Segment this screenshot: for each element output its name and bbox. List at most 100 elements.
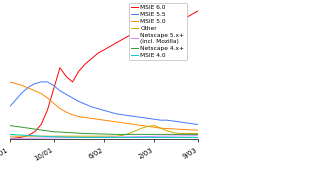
Other xyxy=(159,127,163,129)
MSIE 6.0 xyxy=(146,24,150,26)
MSIE 4.0 xyxy=(102,136,106,138)
MSIE 4.0 xyxy=(33,135,37,137)
Netscape 4.x+ xyxy=(14,125,18,127)
MSIE 4.0 xyxy=(90,136,93,138)
MSIE 6.0 xyxy=(133,31,137,33)
MSIE 5.0 xyxy=(45,97,49,99)
MSIE 4.0 xyxy=(108,136,112,138)
Netscape 4.x+ xyxy=(127,133,131,135)
MSIE 5.0 xyxy=(96,118,100,120)
MSIE 5.5 xyxy=(108,111,112,113)
MSIE 4.0 xyxy=(71,136,75,138)
Line: Other: Other xyxy=(10,125,198,136)
Netscape 4.x+ xyxy=(20,126,24,128)
Other xyxy=(58,135,62,137)
MSIE 5.0 xyxy=(14,83,18,85)
Legend: MSIE 6.0, MSIE 5.5, MSIE 5.0, Other, Netscape 5.x+
(incl. Mozilla), Netscape 4.x: MSIE 6.0, MSIE 5.5, MSIE 5.0, Other, Net… xyxy=(129,3,187,60)
MSIE 5.5 xyxy=(83,103,87,105)
MSIE 5.5 xyxy=(115,113,118,115)
Netscape 5.x+
(incl. Mozilla) xyxy=(190,135,194,137)
Netscape 4.x+ xyxy=(83,132,87,135)
MSIE 5.5 xyxy=(71,97,75,99)
MSIE 5.0 xyxy=(33,90,37,92)
Netscape 5.x+
(incl. Mozilla) xyxy=(159,135,163,137)
MSIE 6.0 xyxy=(39,124,43,126)
Other xyxy=(33,135,37,137)
MSIE 4.0 xyxy=(159,136,163,138)
MSIE 5.0 xyxy=(184,129,188,131)
MSIE 5.5 xyxy=(90,106,93,108)
Netscape 4.x+ xyxy=(102,133,106,135)
MSIE 5.0 xyxy=(8,81,12,83)
MSIE 4.0 xyxy=(77,136,81,138)
Netscape 5.x+
(incl. Mozilla) xyxy=(96,136,100,138)
Other xyxy=(64,135,68,137)
MSIE 5.5 xyxy=(45,81,49,83)
Other xyxy=(27,135,30,137)
MSIE 6.0 xyxy=(121,38,125,40)
Netscape 4.x+ xyxy=(178,133,181,135)
Line: MSIE 5.5: MSIE 5.5 xyxy=(10,82,198,125)
Netscape 4.x+ xyxy=(52,131,56,133)
Netscape 4.x+ xyxy=(133,133,137,135)
MSIE 5.0 xyxy=(108,120,112,122)
MSIE 5.0 xyxy=(27,87,30,89)
Netscape 5.x+
(incl. Mozilla) xyxy=(27,137,30,139)
MSIE 5.5 xyxy=(33,83,37,85)
Netscape 4.x+ xyxy=(121,133,125,135)
Netscape 5.x+
(incl. Mozilla) xyxy=(121,136,125,138)
Netscape 4.x+ xyxy=(115,133,118,135)
MSIE 4.0 xyxy=(64,136,68,138)
Netscape 5.x+
(incl. Mozilla) xyxy=(178,135,181,137)
Other xyxy=(165,130,169,132)
MSIE 5.0 xyxy=(165,127,169,130)
MSIE 6.0 xyxy=(64,75,68,78)
Netscape 5.x+
(incl. Mozilla) xyxy=(146,135,150,138)
MSIE 6.0 xyxy=(196,10,200,12)
Other xyxy=(39,135,43,137)
MSIE 6.0 xyxy=(52,88,56,90)
Netscape 4.x+ xyxy=(8,124,12,127)
Line: MSIE 4.0: MSIE 4.0 xyxy=(10,134,198,137)
MSIE 5.5 xyxy=(127,115,131,117)
MSIE 5.5 xyxy=(171,120,175,122)
Netscape 5.x+
(incl. Mozilla) xyxy=(127,136,131,138)
Other xyxy=(77,135,81,137)
MSIE 5.5 xyxy=(20,91,24,94)
MSIE 5.0 xyxy=(58,108,62,110)
MSIE 6.0 xyxy=(83,63,87,65)
MSIE 5.5 xyxy=(133,116,137,118)
MSIE 5.5 xyxy=(165,119,169,121)
MSIE 5.5 xyxy=(102,109,106,111)
Line: Netscape 5.x+
(incl. Mozilla): Netscape 5.x+ (incl. Mozilla) xyxy=(10,136,198,138)
MSIE 5.5 xyxy=(190,123,194,125)
MSIE 4.0 xyxy=(39,135,43,137)
MSIE 4.0 xyxy=(96,136,100,138)
Netscape 4.x+ xyxy=(27,127,30,129)
Netscape 4.x+ xyxy=(159,133,163,135)
MSIE 6.0 xyxy=(33,131,37,133)
MSIE 5.5 xyxy=(184,122,188,124)
MSIE 5.0 xyxy=(146,125,150,127)
MSIE 6.0 xyxy=(190,13,194,15)
MSIE 5.0 xyxy=(102,119,106,121)
Netscape 5.x+
(incl. Mozilla) xyxy=(152,135,156,137)
MSIE 6.0 xyxy=(90,58,93,60)
MSIE 5.0 xyxy=(115,121,118,123)
Other xyxy=(184,132,188,135)
MSIE 4.0 xyxy=(152,136,156,138)
MSIE 5.5 xyxy=(39,81,43,83)
MSIE 5.5 xyxy=(8,106,12,108)
Other xyxy=(115,135,118,137)
Netscape 5.x+
(incl. Mozilla) xyxy=(196,135,200,137)
Netscape 4.x+ xyxy=(196,133,200,135)
MSIE 5.0 xyxy=(196,129,200,131)
MSIE 4.0 xyxy=(190,136,194,138)
MSIE 6.0 xyxy=(171,24,175,26)
MSIE 6.0 xyxy=(165,13,169,15)
Other xyxy=(20,135,24,137)
Other xyxy=(140,127,144,129)
Netscape 5.x+
(incl. Mozilla) xyxy=(77,137,81,139)
MSIE 5.5 xyxy=(159,119,163,121)
MSIE 5.0 xyxy=(140,124,144,127)
